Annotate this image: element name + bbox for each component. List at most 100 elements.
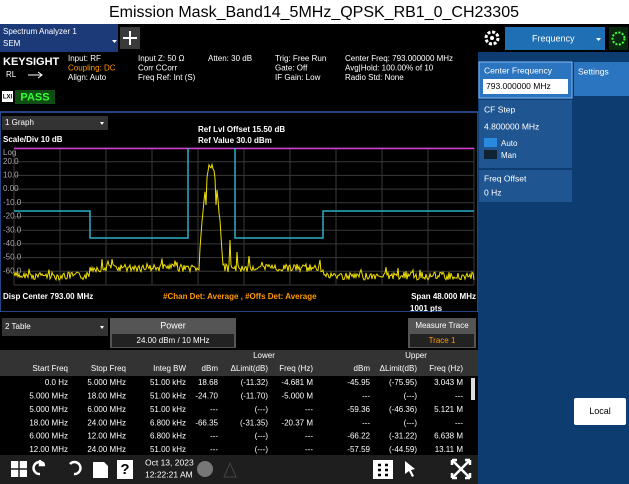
- busy-icon[interactable]: [609, 27, 628, 50]
- table-cell: 51.00 kHz: [150, 405, 186, 414]
- graph-window: [0, 111, 479, 313]
- table-cell: (-31.35): [240, 418, 268, 427]
- table-cell: (-11.70): [241, 392, 269, 401]
- status-item: Avg|Hold: 100.00% of 10: [345, 64, 434, 73]
- rl-arrow: [28, 71, 43, 79]
- power-value-box: [112, 334, 234, 347]
- table-cell: 6.000 MHz: [87, 405, 126, 414]
- cf-step-value: 4.800000 MHz: [484, 121, 539, 131]
- fullscreen-icon[interactable]: [450, 458, 472, 480]
- group-label: Upper: [405, 351, 427, 360]
- table-cell: 18.00 MHz: [87, 392, 126, 401]
- touch-icon[interactable]: [405, 461, 415, 477]
- chat-icon[interactable]: [197, 461, 213, 477]
- table-cell: 51.00 kHz: [150, 392, 186, 401]
- keypad-icon[interactable]: [373, 460, 393, 479]
- table-cell: -4.681 M: [281, 378, 313, 387]
- table-cell: 6.638 M: [434, 432, 463, 441]
- table-cell: ---: [362, 418, 370, 427]
- measure-label: Measure Trace: [415, 321, 469, 330]
- busy-ring: [611, 31, 626, 46]
- log-label: Log: [3, 148, 16, 157]
- pass-badge: [15, 90, 55, 104]
- table-cell: ---: [305, 432, 313, 441]
- table-cell: 13.11 M: [435, 445, 464, 454]
- menu-tab[interactable]: [505, 27, 605, 50]
- table-cell: 5.000 MHz: [29, 405, 68, 414]
- status-item: Freq Ref: Int (S): [138, 73, 196, 82]
- scrollbar[interactable]: [471, 378, 475, 400]
- menu-arrow: [596, 38, 601, 41]
- y-tick-label: 0.00: [3, 184, 19, 193]
- y-tick-label: -20.0: [3, 212, 22, 221]
- table-cell: -24.70: [195, 392, 218, 401]
- freq-offset-key[interactable]: [479, 170, 572, 202]
- table-cell: -20.37 M: [281, 418, 313, 427]
- center-freq-input[interactable]: [483, 79, 568, 94]
- table-cell: (-31.22): [389, 432, 417, 441]
- gear-core: [490, 36, 494, 40]
- y-tick-label: -50.0: [3, 253, 22, 262]
- y-tick-label: 20.0: [3, 157, 19, 166]
- column-header: Freq (Hz): [429, 364, 463, 373]
- help-button[interactable]: [117, 460, 133, 479]
- column-header: Integ BW: [153, 364, 186, 373]
- status-item: Center Freq: 793.000000 MHz: [345, 54, 453, 63]
- status-item: Coupling: DC: [68, 64, 116, 73]
- status-item: Gate: Off: [275, 64, 308, 73]
- pass: PASS: [20, 91, 49, 103]
- table-cell: ---: [362, 392, 370, 401]
- table-cell: 6.000 MHz: [29, 432, 68, 441]
- status-item: Input Z: 50 Ω: [138, 54, 184, 63]
- table-dropdown[interactable]: [2, 318, 108, 336]
- mask-line: [14, 148, 474, 239]
- settings: Settings: [578, 66, 609, 76]
- table-cell: (-46.36): [389, 405, 417, 414]
- status-item: Corr CCorr: [138, 64, 177, 73]
- ref-value: Ref Value 30.0 dBm: [198, 136, 272, 145]
- local-button[interactable]: [574, 398, 626, 425]
- table-cell: 5.000 MHz: [29, 392, 68, 401]
- column-header: ΔLimit(dB): [380, 364, 418, 373]
- gear-icon[interactable]: [484, 30, 500, 46]
- brand: KEYSIGHT: [3, 56, 60, 68]
- local: Local: [589, 406, 611, 416]
- settings-tab[interactable]: [574, 62, 629, 96]
- table-cell: ---: [210, 432, 218, 441]
- table-cell: 24.00 MHz: [87, 418, 126, 427]
- power-label: Power: [160, 320, 186, 330]
- center-freq-value: 793.000000 MHz: [486, 81, 551, 91]
- table-cell: -59.36: [347, 405, 370, 414]
- status-item: Align: Auto: [68, 73, 107, 82]
- column-header: Stop Freq: [91, 364, 126, 373]
- plot: 20.0 10.0 0.00 -10.0 -20.0 -30.0 -40.0 -50.0 -60…: [3, 147, 475, 286]
- table-cell: ---: [305, 405, 313, 414]
- table-cell: 12.00 MHz: [87, 432, 126, 441]
- file-icon[interactable]: [93, 462, 108, 478]
- scale: Scale/Div 10 dB: [3, 135, 63, 144]
- undo-icon[interactable]: [32, 460, 45, 476]
- table-cell: 51.00 kHz: [150, 378, 186, 387]
- points: 1001 pts: [410, 304, 443, 313]
- freq-offset-value: 0 Hz: [484, 187, 501, 197]
- title-bg: [0, 0, 629, 24]
- ref-offset: Ref Lvl Offset 15.50 dB: [198, 125, 285, 134]
- table-cell: (-11.32): [241, 378, 269, 387]
- redo-icon[interactable]: [69, 460, 82, 476]
- table-cell: (---): [255, 432, 269, 441]
- graph-dropdown[interactable]: [2, 116, 108, 130]
- app-tab[interactable]: [0, 24, 118, 52]
- table: Lower Upper Start Freq Stop Freq Integ BW dBm…: [29, 351, 463, 454]
- freq-offset-label: Freq Offset: [484, 173, 527, 183]
- status-item: Radio Std: None: [345, 73, 404, 82]
- table-cell: ---: [210, 405, 218, 414]
- table-cell: ---: [455, 392, 463, 401]
- dropdown-arrow: [100, 326, 104, 329]
- auto: Auto: [501, 139, 518, 148]
- date: Oct 13, 2023: [145, 457, 194, 467]
- table-cell: 51.00 kHz: [150, 445, 186, 454]
- group-label: Lower: [253, 351, 275, 360]
- table-cell: -57.59: [347, 445, 370, 454]
- table-cell: -45.95: [347, 378, 370, 387]
- alert-icon: [223, 461, 237, 478]
